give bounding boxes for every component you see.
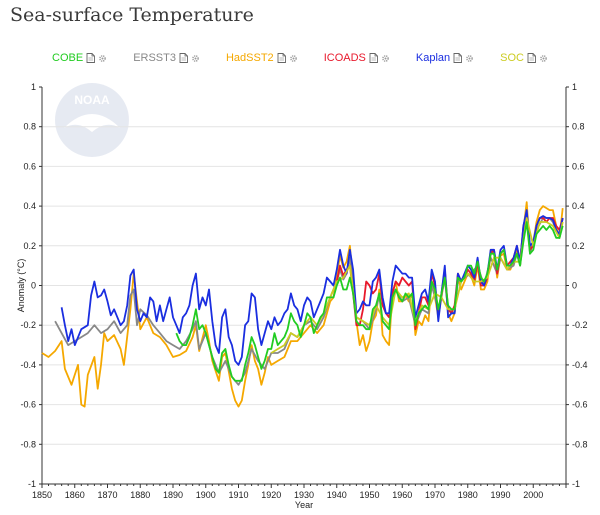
x-tick-label: 1970: [425, 490, 445, 500]
y-tick-label: -0.2: [20, 320, 36, 330]
x-tick-label: 1950: [359, 490, 379, 500]
y-tick-label-right: 0: [572, 281, 577, 291]
legend-item-icoads[interactable]: ICOADS: [324, 52, 390, 64]
chart-legend: COBE ERSST3 HadSST2 ICOADS Kaplan SOC: [0, 52, 600, 64]
y-tick-label-right: -0.6: [572, 400, 588, 410]
y-tick-label-right: 0.4: [572, 201, 585, 211]
y-tick-label: 0: [31, 281, 36, 291]
y-tick-label-right: 0.8: [572, 122, 585, 132]
y-tick-label-right: 1: [572, 82, 577, 92]
document-icon[interactable]: [369, 53, 378, 63]
svg-text:NOAA: NOAA: [74, 93, 110, 107]
x-tick-label: 1980: [458, 490, 478, 500]
page-title: Sea-surface Temperature: [10, 4, 254, 26]
x-tick-label: 1850: [32, 490, 52, 500]
legend-label: HadSST2: [225, 52, 274, 64]
document-icon[interactable]: [86, 53, 96, 63]
chart-axes: [39, 86, 569, 488]
x-tick-label: 1940: [327, 490, 347, 500]
y-tick-label-right: 0.6: [572, 161, 585, 171]
legend-label: COBE: [52, 52, 84, 64]
series-line-hadsst2: [41, 201, 564, 408]
y-tick-label-right: -0.4: [572, 360, 588, 370]
y-tick-label: -0.4: [20, 360, 36, 370]
x-axis-title: Year: [295, 500, 313, 510]
y-tick-label: -0.6: [20, 400, 36, 410]
gear-icon[interactable]: [98, 54, 107, 63]
document-icon[interactable]: [179, 53, 188, 63]
x-tick-label: 1890: [163, 490, 183, 500]
legend-item-soc[interactable]: SOC: [500, 52, 548, 64]
x-tick-label: 1870: [97, 490, 117, 500]
x-tick-label: 1900: [196, 490, 216, 500]
x-tick-label: 1990: [490, 490, 510, 500]
x-tick-label: 1930: [294, 490, 314, 500]
legend-label: ICOADS: [323, 52, 366, 64]
document-icon[interactable]: [277, 53, 286, 63]
y-tick-label-right: -0.8: [572, 439, 588, 449]
series-line-kaplan: [60, 209, 564, 366]
y-tick-label: 0.2: [23, 241, 36, 251]
legend-label: Kaplan: [415, 52, 451, 64]
x-tick-label: 1860: [65, 490, 85, 500]
x-tick-label: 1960: [392, 490, 412, 500]
gear-icon[interactable]: [289, 54, 298, 63]
legend-label: SOC: [500, 52, 524, 64]
noaa-logo: NOAA: [55, 83, 129, 157]
y-tick-label-right: -0.2: [572, 320, 588, 330]
y-tick-label-right: 0.2: [572, 241, 585, 251]
y-axis-title: Anomaly (°C): [16, 259, 26, 313]
y-tick-label: 0.6: [23, 161, 36, 171]
legend-item-cobe[interactable]: COBE: [52, 52, 107, 64]
chart-grid: [42, 126, 566, 445]
gear-icon[interactable]: [539, 54, 548, 63]
x-tick-label: 1920: [261, 490, 281, 500]
document-icon[interactable]: [453, 53, 463, 63]
gear-icon[interactable]: [191, 54, 200, 63]
legend-item-ersst3[interactable]: ERSST3: [133, 52, 200, 64]
y-tick-label: 1: [31, 82, 36, 92]
chart-labels: -1 -1 -0.8 -0.8 -0.6 -0.6 -0.4 -0.4 -0.2 -0.2 0 0 0.…: [16, 82, 588, 510]
x-tick-label: 1910: [228, 490, 248, 500]
gear-icon[interactable]: [465, 54, 474, 63]
series-line-cobe: [175, 221, 564, 382]
x-tick-label: 1880: [130, 490, 150, 500]
legend-item-kaplan[interactable]: Kaplan: [416, 52, 474, 64]
x-tick-label: 2000: [523, 490, 543, 500]
y-tick-label: -0.8: [20, 439, 36, 449]
y-tick-label: 0.4: [23, 201, 36, 211]
y-tick-label: 0.8: [23, 122, 36, 132]
y-tick-label: -1: [28, 479, 36, 489]
y-tick-label-right: -1: [572, 479, 580, 489]
legend-label: ERSST3: [133, 52, 176, 64]
legend-item-hadsst2[interactable]: HadSST2: [226, 52, 298, 64]
gear-icon[interactable]: [381, 54, 390, 63]
document-icon[interactable]: [527, 53, 536, 63]
chart-series: [41, 201, 564, 408]
